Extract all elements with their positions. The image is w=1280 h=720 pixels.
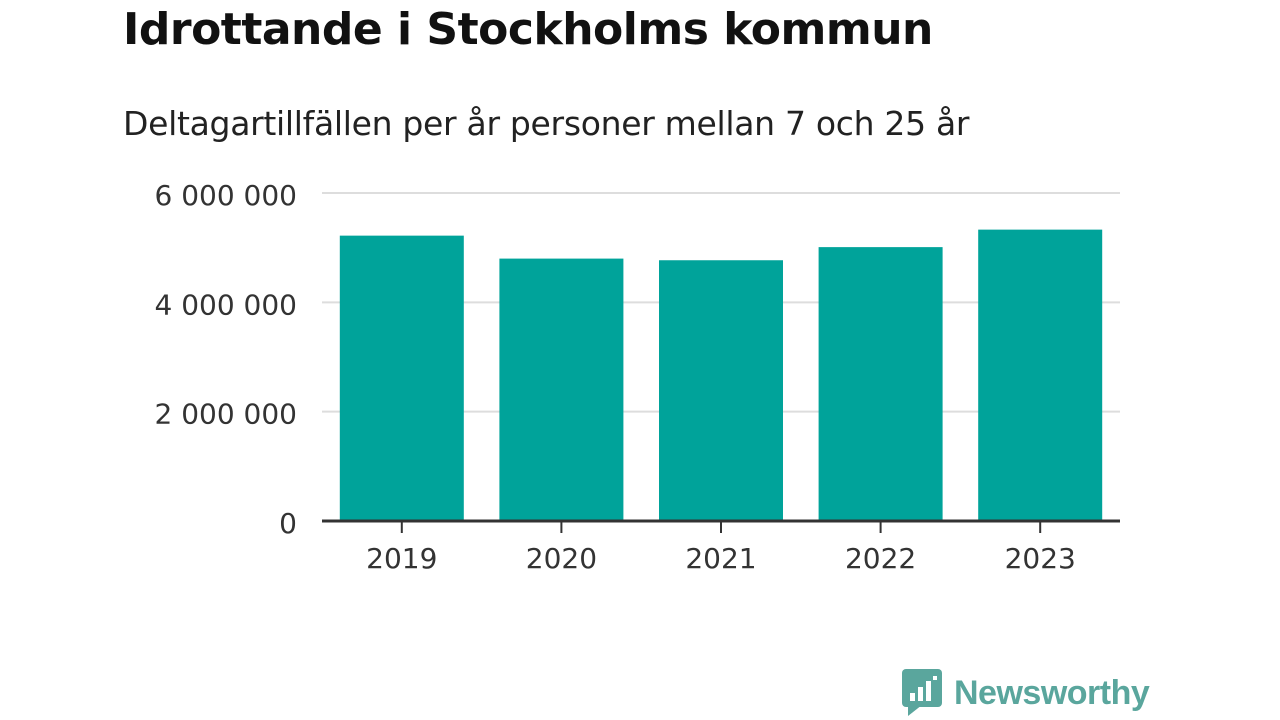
y-tick-label: 0 xyxy=(279,507,297,540)
newsworthy-logo-icon xyxy=(902,669,942,716)
bar-2020 xyxy=(499,258,624,521)
brand-name: Newsworthy xyxy=(954,673,1150,712)
x-tick-label: 2020 xyxy=(526,542,597,575)
chart-subtitle: Deltagartillfällen per år personer mella… xyxy=(123,104,970,143)
y-tick-label: 6 000 000 xyxy=(154,179,297,212)
x-tick-label: 2022 xyxy=(845,542,916,575)
x-tick-label: 2021 xyxy=(685,542,756,575)
y-tick-label: 4 000 000 xyxy=(154,288,297,321)
y-tick-label: 2 000 000 xyxy=(154,398,297,431)
bar-2019 xyxy=(339,235,464,521)
x-axis xyxy=(322,519,1120,533)
x-tick-label: 2023 xyxy=(1005,542,1076,575)
bar-2021 xyxy=(659,260,783,521)
x-axis-labels: 2019 2020 2021 2022 2023 xyxy=(366,542,1076,575)
chart-title: Idrottande i Stockholms kommun xyxy=(123,4,933,55)
bar-2023 xyxy=(978,229,1103,522)
x-tick-label: 2019 xyxy=(366,542,437,575)
bar-2022 xyxy=(818,247,943,521)
bars xyxy=(339,229,1103,522)
y-axis-labels: 0 2 000 000 4 000 000 6 000 000 xyxy=(154,179,297,540)
newsworthy-brand: Newsworthy xyxy=(902,668,1150,718)
